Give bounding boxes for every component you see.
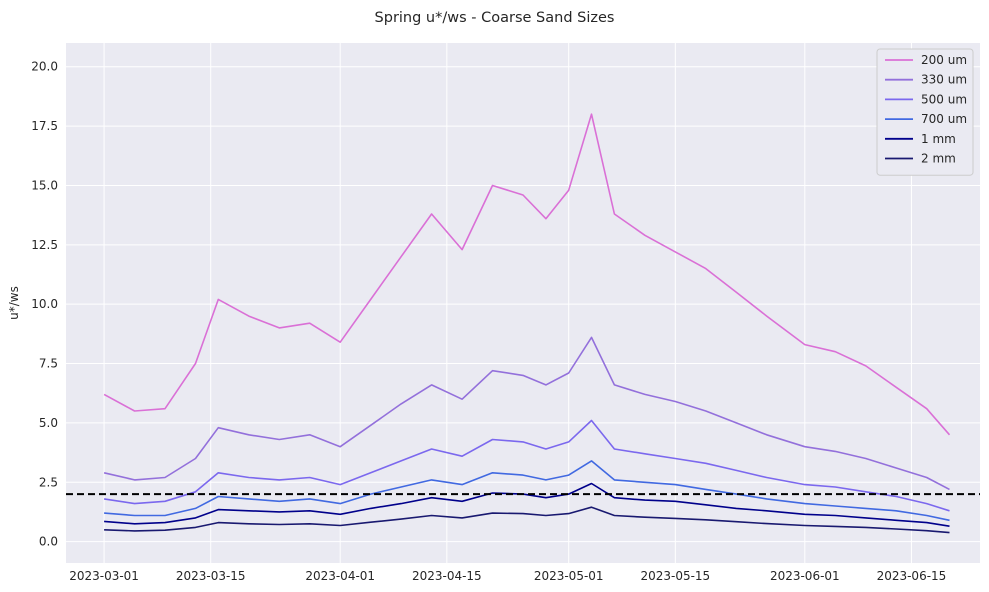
y-tick-label: 12.5 (31, 238, 58, 252)
y-tick-label: 20.0 (31, 60, 58, 74)
y-tick-label: 2.5 (39, 475, 58, 489)
series-line-2 (103, 419, 950, 512)
series-line-4 (104, 482, 950, 527)
y-tick-label: 10.0 (31, 297, 58, 311)
y-axis: 0.0 2.5 5.0 7.5 10.0 12.5 15.0 17.5 20.0 (31, 60, 58, 549)
x-tick-label: 2023-06-01 (770, 569, 840, 583)
series-line-5 (104, 506, 950, 534)
legend-label: 500 um (921, 92, 967, 106)
series-group (66, 113, 980, 534)
y-axis-label: u*/ws (7, 286, 21, 320)
x-tick-label: 2023-03-01 (69, 569, 139, 583)
x-tick-label: 2023-06-15 (877, 569, 947, 583)
chart-title: Spring u*/ws - Coarse Sand Sizes (375, 10, 615, 26)
plot-area (66, 43, 980, 563)
legend-label: 200 um (921, 53, 967, 67)
x-tick-label: 2023-05-15 (640, 569, 710, 583)
y-tick-label: 5.0 (39, 416, 58, 430)
x-tick-label: 2023-04-01 (305, 569, 375, 583)
y-tick-label: 7.5 (39, 357, 58, 371)
legend-label: 1 mm (921, 132, 956, 146)
x-tick-label: 2023-05-01 (534, 569, 604, 583)
y-tick-label: 17.5 (31, 119, 58, 133)
x-tick-label: 2023-04-15 (412, 569, 482, 583)
series-line-1 (103, 336, 950, 491)
x-tick-label: 2023-03-15 (176, 569, 246, 583)
x-axis: 2023-03-01 2023-03-15 2023-04-01 2023-04-15… (69, 569, 946, 583)
legend-label: 2 mm (921, 152, 956, 166)
grid (66, 43, 980, 563)
series-line-3 (104, 460, 950, 522)
y-tick-label: 0.0 (39, 535, 58, 549)
series-line-0 (103, 113, 951, 436)
legend-label: 700 um (921, 112, 967, 126)
legend-label: 330 um (921, 73, 967, 87)
legend: 200 um 330 um 500 um 700 um 1 mm 2 mm (876, 48, 974, 176)
y-tick-label: 15.0 (31, 178, 58, 192)
